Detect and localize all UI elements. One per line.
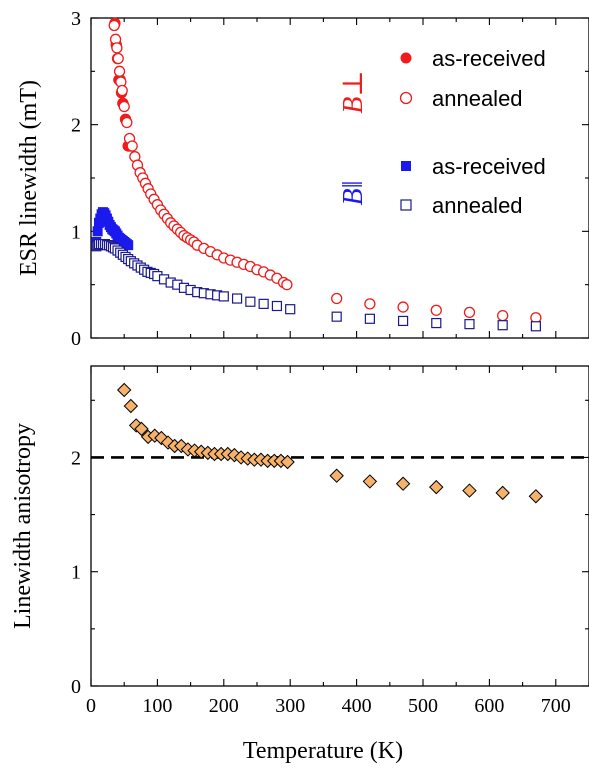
- y-tick-label: 2: [71, 447, 81, 469]
- data-point: [464, 319, 475, 330]
- data-point: [113, 65, 126, 77]
- legend-entry-label: as-received: [432, 154, 546, 179]
- x-axis-title: Temperature (K): [243, 738, 403, 764]
- data-point: [429, 479, 444, 495]
- data-point: [395, 476, 411, 491]
- y-tick-label: 1: [71, 562, 81, 584]
- data-point: [431, 317, 442, 329]
- data-point: [497, 320, 508, 331]
- legend-marker: [400, 52, 412, 64]
- data-point: [123, 398, 139, 414]
- series-3-square-open: [91, 239, 541, 332]
- y-tick-label: 3: [71, 8, 81, 30]
- data-point: [112, 52, 124, 65]
- bottom-panel-linewidth-anisotropy: 0 100 200 300 400 500 600 700 0 1 2 Linewidth aniso…: [10, 365, 589, 717]
- data-point: [329, 468, 344, 483]
- data-point: [530, 321, 541, 332]
- data-point: [462, 483, 477, 498]
- data-point: [495, 485, 510, 501]
- data-point: [280, 454, 295, 470]
- legend-entry-label: as-received: [432, 46, 546, 71]
- legend-group-label: B‖: [338, 181, 369, 206]
- data-point: [116, 382, 132, 398]
- data-point: [118, 100, 130, 113]
- data-point: [463, 306, 476, 319]
- series-1-circle-open: [108, 19, 542, 324]
- legend-entry-label: annealed: [432, 86, 523, 111]
- legend-marker: [399, 91, 413, 105]
- data-point: [218, 291, 229, 302]
- data-point: [108, 19, 120, 32]
- y-tick-label: 1: [71, 221, 81, 243]
- plot-frame: [90, 365, 589, 687]
- data-point: [134, 421, 149, 437]
- series-0-diamond: [116, 382, 544, 504]
- data-point: [123, 240, 134, 251]
- data-point: [364, 298, 376, 310]
- y-axis-title: Linewidth anisotropy: [10, 423, 36, 629]
- data-point: [528, 489, 544, 504]
- data-point: [430, 304, 442, 316]
- data-point: [271, 300, 283, 312]
- data-point: [285, 304, 296, 315]
- data-point: [121, 116, 133, 129]
- x-tick-label: 0: [86, 695, 96, 717]
- y-tick-label: 2: [71, 115, 81, 137]
- legend-entry-label: annealed: [432, 193, 523, 218]
- data-point: [397, 315, 409, 327]
- x-tick-label: 700: [541, 695, 571, 717]
- data-point: [111, 42, 123, 54]
- legend-group-label: B⊥: [338, 70, 369, 113]
- x-tick-label: 300: [275, 695, 305, 717]
- legend-marker: [401, 161, 411, 171]
- data-point: [116, 84, 128, 97]
- data-point: [364, 313, 375, 324]
- x-tick-label: 400: [342, 695, 372, 717]
- top-panel-esr-linewidth: 0 1 2 3 ESR linewidth (mT): [16, 8, 589, 350]
- y-tick-label: 0: [71, 676, 81, 698]
- data-point: [245, 296, 256, 307]
- data-point: [281, 279, 293, 291]
- data-point: [331, 311, 342, 322]
- legend: B⊥ as-received annealed B‖ as-received anneal…: [338, 46, 546, 218]
- x-tick-label: 600: [474, 695, 504, 717]
- series-2-square-filled: [91, 207, 134, 251]
- y-axis-title: ESR linewidth (mT): [16, 80, 42, 276]
- legend-marker: [400, 199, 412, 211]
- data-point: [92, 226, 103, 237]
- data-point: [497, 309, 509, 322]
- data-point: [362, 474, 378, 489]
- data-point: [397, 301, 409, 313]
- x-tick-label: 500: [408, 695, 438, 717]
- y-tick-label: 0: [71, 328, 81, 350]
- data-point: [258, 298, 269, 309]
- data-point: [231, 293, 243, 304]
- data-point: [126, 140, 138, 152]
- x-tick-label: 100: [142, 695, 172, 717]
- data-point: [331, 292, 343, 305]
- x-tick-label: 200: [209, 695, 239, 717]
